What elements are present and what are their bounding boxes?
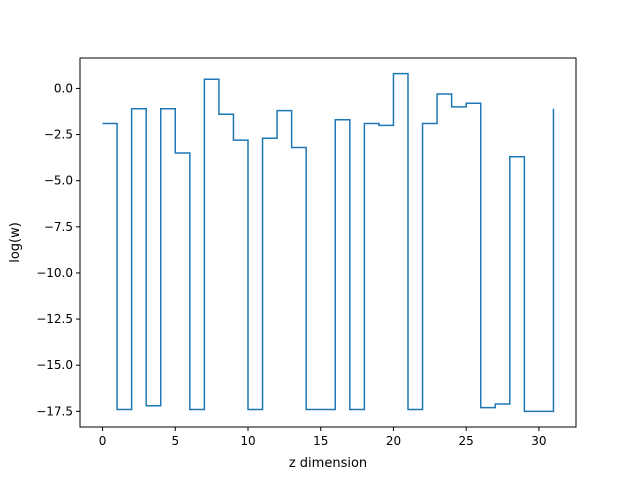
x-tick-label: 20 [386, 434, 401, 448]
y-axis-ticks: 0.0 −2.5 −5.0 −7.5 −10.0 −12.5 −15.0 −17.5 [36, 81, 80, 418]
y-tick-label: −17.5 [36, 404, 73, 418]
y-tick-label: −15.0 [36, 358, 73, 372]
x-tick-label: 5 [171, 434, 179, 448]
plot-frame [79, 57, 577, 428]
y-tick-label: 0.0 [54, 81, 73, 95]
y-tick-label: −2.5 [44, 128, 73, 142]
x-tick-label: 0 [99, 434, 107, 448]
x-tick-label: 10 [240, 434, 255, 448]
y-tick-label: −5.0 [44, 174, 73, 188]
x-tick-label: 25 [459, 434, 474, 448]
x-axis-label: z dimension [289, 456, 367, 471]
y-tick-label: −12.5 [36, 312, 73, 326]
series-line [102, 72, 555, 413]
x-tick-label: 15 [313, 434, 328, 448]
x-axis-ticks: 0 5 10 15 20 25 30 [99, 427, 547, 448]
y-axis-label: log(w) [8, 222, 23, 263]
x-tick-label: 30 [531, 434, 546, 448]
y-tick-label: −10.0 [36, 266, 73, 280]
y-tick-label: −7.5 [44, 220, 73, 234]
series-layer [102, 72, 555, 413]
